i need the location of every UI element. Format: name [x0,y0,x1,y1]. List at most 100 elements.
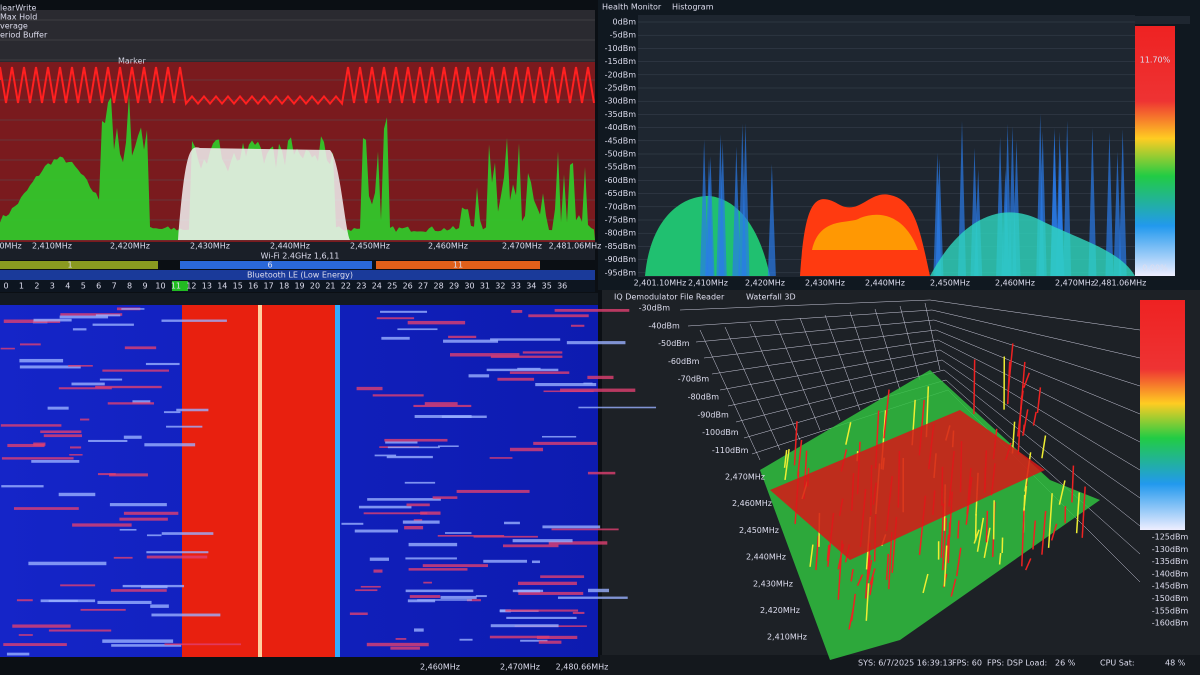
ble-channel[interactable]: 29 [449,282,459,291]
waterfall-burst [122,584,185,588]
histogram-spike [1113,151,1122,276]
tab[interactable]: Waterfall 3D [746,293,796,302]
tab[interactable]: File Reader [680,293,725,302]
ble-channel[interactable]: 20 [310,282,320,291]
ble-channel[interactable]: 19 [294,282,304,291]
ble-channel[interactable]: 34 [526,282,536,291]
ble-channel[interactable]: 1 [19,282,24,291]
ble-channel[interactable]: 0 [3,282,8,291]
ble-channel[interactable]: 27 [418,282,428,291]
grid-3d [939,349,1141,471]
colorbar-3d [1140,300,1185,530]
ble-channel[interactable]: 35 [542,282,552,291]
ble-channel[interactable]: 3 [50,282,55,291]
waterfall-burst [356,386,383,391]
ble-channel[interactable]: 17 [264,282,274,291]
tab[interactable]: Histogram [672,3,714,12]
ble-channel[interactable]: 21 [325,282,335,291]
ble-channel[interactable]: 18 [279,282,289,291]
grid-3d [935,329,1141,415]
waterfall-burst [438,445,459,447]
ble-channel[interactable]: 23 [356,282,366,291]
waterfall-burst [88,439,128,442]
waterfall-burst [504,521,520,525]
ble-channel[interactable]: 36 [557,282,567,291]
histogram-spike [716,134,725,276]
ble-channel[interactable]: 10 [155,282,165,291]
waterfall-burst [146,555,208,559]
surface-3d-spike [869,568,876,586]
ble-channel[interactable]: 16 [248,282,258,291]
surface-3d-spike [850,593,857,622]
ble-channel[interactable]: 13 [202,282,212,291]
waterfall-burst [587,471,616,475]
ble-channel[interactable]: 6 [96,282,101,291]
ble-channel[interactable]: 2 [34,282,39,291]
ble-channel[interactable]: 22 [341,282,351,291]
waterfall-burst [483,559,528,563]
surface-3d-spike [983,527,991,558]
waterfall-burst [588,588,610,593]
level-label: -100dBm [702,428,739,437]
waterfall-burst [475,595,487,598]
tab[interactable]: IQ Demodulator [614,293,678,302]
grid-3d [931,309,1141,359]
waterfall-burst [144,443,196,447]
ble-channel[interactable]: 5 [81,282,86,291]
surface-3d-spike [973,529,980,544]
legend-entry: Max Hold [0,13,37,22]
ble-channel[interactable]: 12 [186,282,196,291]
x-tick-label: 2,420MHz [110,242,150,251]
waterfall-burst [384,438,448,442]
waterfall-burst [407,320,466,325]
ble-channel[interactable]: 25 [387,282,397,291]
legend-entry: eriod Buffer [0,31,48,40]
waterfall-burst [33,318,72,322]
y-tick-label: -5dBm [610,31,637,40]
waterfall-burst [542,435,577,438]
waterfall-burst [58,492,96,497]
y-tick-label: -60dBm [605,176,637,185]
wifi-channel-6 [180,261,372,269]
tab[interactable]: Health Monitor [602,3,662,12]
ble-channel[interactable]: 32 [495,282,505,291]
surface-3d-spike [815,535,820,571]
waterfall-burst [113,556,133,559]
waterfall-burst [512,539,573,543]
waterfall-burst [0,424,62,427]
surface-3d-spike [865,583,870,621]
waterfall-burst [19,358,64,363]
y-tick-label: -40dBm [605,123,637,132]
grid-3d [687,309,933,327]
ble-channel[interactable]: 15 [233,282,243,291]
ble-channel[interactable]: 31 [480,282,490,291]
ble-channel[interactable]: 9 [143,282,148,291]
grid-3d [727,359,943,407]
ble-channel[interactable]: 8 [127,282,132,291]
waterfall-burst [12,624,71,628]
waterfall-burst [69,454,83,456]
ble-channel[interactable]: 11 [171,282,181,291]
ble-channel[interactable]: 4 [65,282,70,291]
waterfall-burst [43,434,83,438]
side-label: -135dBm [1152,557,1189,566]
ble-channel[interactable]: 30 [464,282,474,291]
ble-channel[interactable]: 26 [403,282,413,291]
ble-channel[interactable]: 28 [434,282,444,291]
y-tick-label: -45dBm [605,136,637,145]
waterfall-burst [533,441,597,445]
ble-channel[interactable]: 33 [511,282,521,291]
ble-channel[interactable]: 24 [372,282,382,291]
colorbar [1135,26,1175,276]
waterfall-burst [413,519,423,522]
waterfall-toolbar [0,293,598,305]
grid-3d [774,320,821,431]
ble-channel[interactable]: 7 [112,282,117,291]
waterfall-burst [538,640,562,644]
ble-channel[interactable]: 14 [217,282,227,291]
freq-label: 2,470MHz [725,473,765,482]
surface-3d-spike [1041,510,1047,555]
histogram-spike [933,152,942,276]
freq-label: 2,430MHz [753,579,793,588]
surface-3d-spike [998,552,1002,565]
